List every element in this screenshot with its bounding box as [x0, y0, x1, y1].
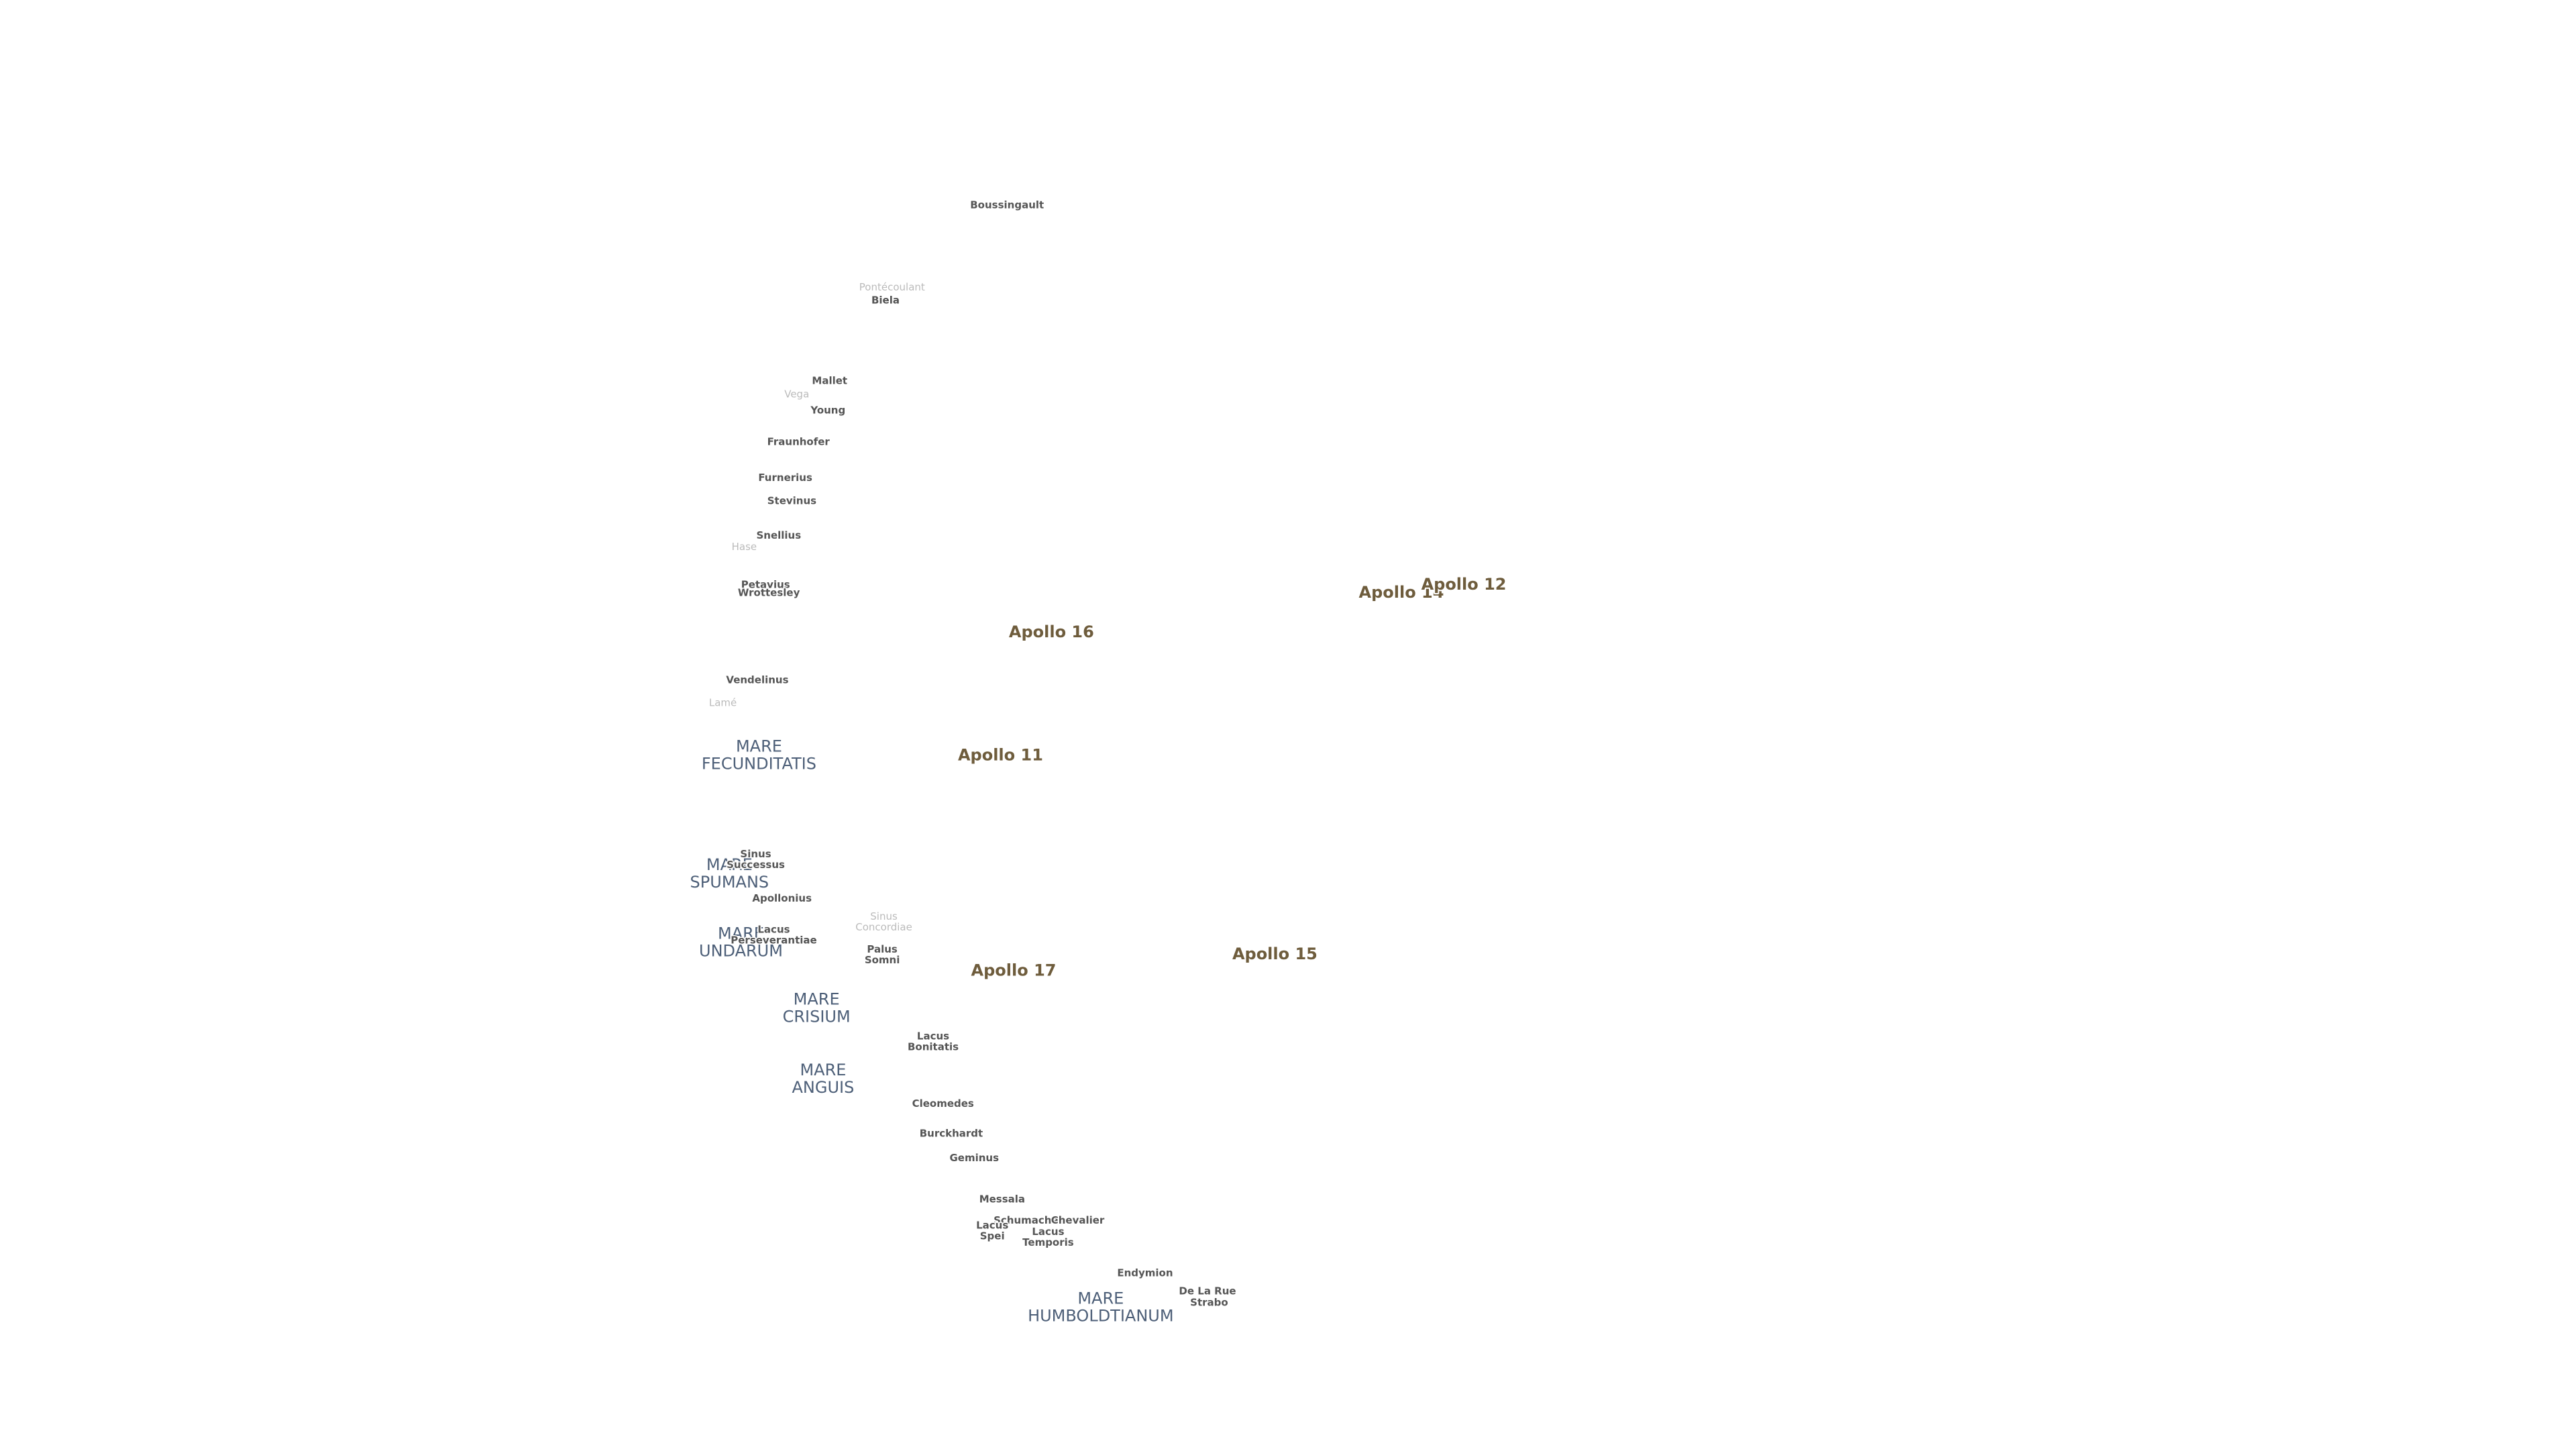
- landing-site-label: Apollo 11: [958, 746, 1043, 765]
- feature-label: Lacus Spei: [976, 1219, 1008, 1242]
- landing-site-label: Apollo 15: [1232, 945, 1318, 963]
- feature-label: Vendelinus: [726, 674, 788, 686]
- maria-label: MARE FECUNDITATIS: [702, 737, 816, 773]
- landing-site-label: Apollo 12: [1421, 575, 1507, 594]
- maria-label: MARE ANGUIS: [792, 1061, 855, 1097]
- feature-label: Lacus Bonitatis: [908, 1030, 959, 1053]
- landing-site-label: Apollo 14: [1359, 583, 1444, 602]
- feature-label: Boussingault: [970, 199, 1044, 211]
- maria-label: MARE HUMBOLDTIANUM: [1028, 1289, 1174, 1325]
- feature-label: Wrottesley: [738, 587, 800, 599]
- maria-label: MARE CRISIUM: [783, 990, 851, 1026]
- feature-label: Chevalier: [1051, 1214, 1105, 1226]
- landing-site-label: Apollo 17: [971, 961, 1057, 979]
- landing-site-label: Apollo 16: [1009, 623, 1094, 641]
- faint-feature-label: Sinus Concordiae: [855, 910, 912, 932]
- feature-label: Petavius: [741, 578, 790, 590]
- feature-label: De La Rue: [1179, 1285, 1236, 1297]
- faint-feature-label: Vega: [784, 388, 809, 400]
- feature-label: Stevinus: [767, 494, 816, 506]
- feature-label: Geminus: [949, 1152, 999, 1164]
- feature-label: Burckhardt: [920, 1127, 983, 1139]
- feature-label: Fraunhofer: [767, 435, 830, 447]
- feature-label: Mallet: [812, 375, 847, 387]
- feature-label: Furnerius: [758, 472, 812, 484]
- feature-label: Sinus Successus: [727, 847, 785, 870]
- faint-feature-label: Hase: [732, 541, 757, 553]
- feature-label: Lacus Perseverantiae: [731, 923, 816, 946]
- feature-label: Young: [810, 405, 845, 417]
- feature-label: Cleomedes: [912, 1097, 974, 1110]
- feature-label: Endymion: [1117, 1267, 1173, 1279]
- maria-label: MARE UNDARUM: [699, 924, 783, 961]
- faint-feature-label: Lamé: [709, 697, 737, 709]
- maria-label: MARE SPUMANS: [690, 855, 769, 892]
- faint-feature-label: Pontécoulant: [859, 281, 925, 293]
- feature-label: Strabo: [1190, 1297, 1228, 1309]
- feature-label: Palus Somni: [865, 943, 900, 965]
- feature-label: Snellius: [756, 529, 801, 541]
- feature-label: Lacus Temporis: [1022, 1226, 1074, 1248]
- feature-label: Biela: [871, 294, 900, 307]
- feature-label: Messala: [979, 1193, 1025, 1205]
- feature-label: Apollonius: [752, 892, 812, 904]
- feature-label: Schumacher: [994, 1214, 1064, 1226]
